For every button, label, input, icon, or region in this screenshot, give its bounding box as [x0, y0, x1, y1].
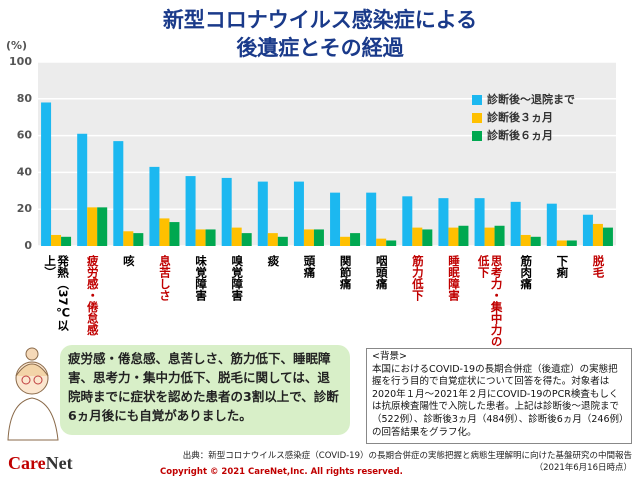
bar: [438, 198, 449, 246]
y-tick-label: 40: [17, 165, 33, 178]
x-tick-label: 息苦しさ: [157, 255, 172, 301]
bar: [293, 181, 304, 246]
x-tick-label: 嗅覚障害: [230, 255, 245, 301]
bar: [61, 236, 72, 246]
background-text: 本国におけるCOVID-19の長期合併症（後遺症）の実態把握を行う目的で自覚症状…: [372, 363, 624, 438]
bar: [133, 233, 144, 246]
bar: [546, 203, 557, 246]
bar: [530, 236, 541, 246]
x-tick-label: 関節痛: [338, 255, 353, 290]
bar: [51, 234, 62, 246]
bar: [169, 222, 180, 246]
bar: [494, 225, 505, 246]
bar: [267, 233, 278, 246]
bar: [376, 238, 387, 246]
x-tick-label: 疲労感・倦怠感: [85, 255, 100, 336]
bar: [474, 198, 485, 246]
bar: [592, 223, 603, 246]
plot-area: [38, 62, 616, 246]
title-line: 新型コロナウイルス感染症による: [162, 8, 478, 32]
legend-swatch: [472, 113, 482, 123]
bar: [159, 218, 170, 246]
x-tick-label: 下痢: [555, 255, 570, 278]
bar: [566, 240, 577, 246]
bar: [231, 227, 242, 246]
person-icon: [7, 347, 59, 441]
bar: [386, 240, 397, 246]
copyright: Copyright © 2021 CareNet,Inc. All rights…: [160, 467, 403, 477]
legend-swatch: [472, 131, 482, 141]
source: 出典：新型コロナウイルス感染症（COVID-19）の長期合併症の実態把握と病態生…: [182, 451, 632, 461]
bar: [350, 233, 361, 246]
legend-label: 診断後～退院まで: [487, 92, 575, 106]
background-box: <背景> 本国におけるCOVID-19の長期合併症（後遺症）の実態把握を行う目的…: [366, 348, 632, 444]
x-tick-label: 睡眠障害: [446, 255, 461, 301]
legend-swatch: [472, 95, 482, 105]
bar: [277, 236, 288, 246]
y-tick-label: 100: [9, 55, 32, 68]
bar: [221, 177, 232, 246]
bar: [510, 201, 521, 246]
x-tick-label: 思考力・集中力の低下: [476, 255, 504, 347]
x-tick-label: 脱毛: [591, 255, 606, 278]
x-tick-label: 痰: [266, 255, 281, 267]
bar: [422, 229, 433, 246]
logo-part: Care: [8, 453, 46, 473]
bar: [41, 102, 52, 246]
bar: [330, 192, 341, 246]
bar: [241, 233, 252, 246]
bar: [582, 214, 593, 246]
logo: CareNet: [8, 453, 73, 474]
bar: [257, 181, 268, 246]
bar: [412, 227, 423, 246]
bar: [97, 207, 108, 246]
bar: [340, 236, 351, 246]
bar: [303, 229, 314, 246]
x-tick-label: 筋肉痛: [519, 255, 534, 290]
y-axis-label: (%): [6, 39, 27, 52]
x-tick-label: 咽頭痛: [374, 255, 389, 290]
source-note: 出典：新型コロナウイルス感染症（COVID-19）の長期合併症の実態把握と病態生…: [120, 449, 632, 473]
bar: [484, 227, 495, 246]
bar: [185, 176, 196, 246]
y-tick-label: 80: [17, 92, 33, 105]
bar: [123, 231, 134, 246]
bar: [195, 229, 206, 246]
bar: [458, 225, 469, 246]
y-tick-label: 20: [17, 202, 33, 215]
y-tick-label: 0: [24, 239, 32, 252]
title-line: 後遺症とその経過: [236, 36, 404, 60]
bar: [205, 229, 216, 246]
callout: 疲労感・倦怠感、息苦しさ、筋力低下、睡眠障害、思考力・集中力低下、脱毛に関しては…: [60, 345, 350, 435]
logo-part: Net: [45, 453, 73, 473]
x-tick-label: 咳: [121, 255, 136, 267]
bar: [602, 227, 613, 246]
bar: [448, 227, 459, 246]
bar: [556, 240, 567, 246]
legend-label: 診断後３ヵ月: [487, 110, 553, 124]
y-tick-label: 60: [17, 129, 33, 142]
bar: [402, 196, 413, 246]
bar: [87, 207, 98, 246]
bar: [366, 192, 377, 246]
x-tick-label: 頭痛: [302, 255, 317, 278]
bar: [313, 229, 324, 246]
x-tick-label: 味覚障害: [194, 255, 209, 301]
bar: [77, 133, 88, 246]
source-date: （2021年6月16日時点）: [534, 463, 632, 473]
bar: [113, 141, 124, 246]
bar: [149, 166, 160, 246]
background-title: <背景>: [372, 351, 407, 362]
legend-label: 診断後６ヵ月: [487, 128, 553, 142]
x-tick-label: 筋力低下: [410, 255, 425, 301]
bar: [520, 234, 531, 246]
x-tick-label: 発熱（37℃以上）: [43, 255, 71, 332]
